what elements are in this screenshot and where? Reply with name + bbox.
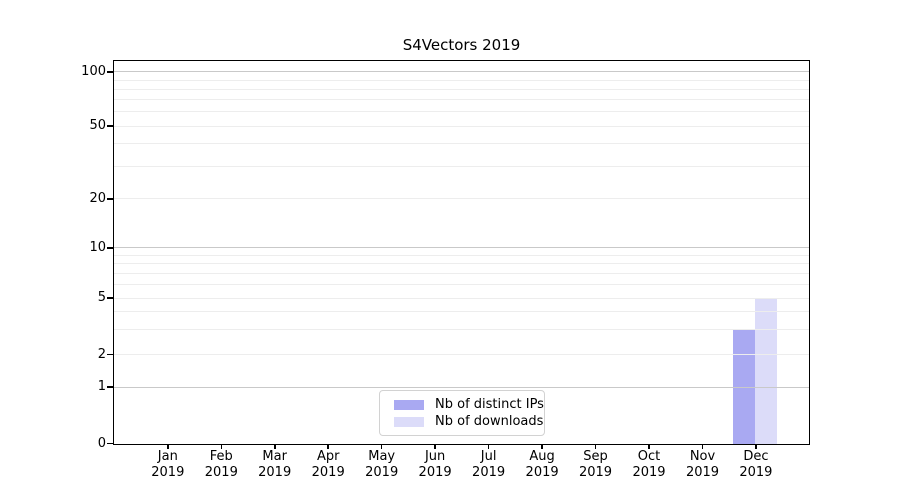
x-tick-label-may: May 2019 xyxy=(350,449,414,481)
x-tick-month: Sep xyxy=(583,449,608,464)
x-tick-mark-feb xyxy=(220,443,222,449)
y-tick-mark-50 xyxy=(107,125,113,127)
x-tick-mark-oct xyxy=(648,443,650,449)
x-tick-year: 2019 xyxy=(311,465,345,480)
minor-gridline-30 xyxy=(114,166,809,167)
x-tick-label-sep: Sep 2019 xyxy=(564,449,628,481)
x-tick-label-oct: Oct 2019 xyxy=(617,449,681,481)
x-tick-year: 2019 xyxy=(418,465,452,480)
x-tick-year: 2019 xyxy=(472,465,506,480)
major-gridline-10 xyxy=(114,247,809,249)
y-tick-mark-5 xyxy=(107,297,113,299)
y-tick-label-5: 5 xyxy=(97,290,106,305)
x-tick-year: 2019 xyxy=(151,465,185,480)
legend: Nb of distinct IPs Nb of downloads xyxy=(379,390,545,436)
x-tick-month: May xyxy=(368,449,396,464)
x-tick-month: Mar xyxy=(262,449,287,464)
y-tick-mark-10 xyxy=(107,247,113,249)
x-tick-month: Nov xyxy=(689,449,716,464)
y-tick-label-100: 100 xyxy=(81,63,106,79)
minor-gridline-7 xyxy=(114,273,809,275)
minor-gridline-8 xyxy=(114,263,809,265)
y-tick-label-20: 20 xyxy=(89,190,106,206)
x-tick-mark-may xyxy=(380,443,383,449)
minor-gridline-5 xyxy=(114,297,809,299)
chart-title: S4Vectors 2019 xyxy=(402,36,521,54)
x-tick-month: Dec xyxy=(743,449,769,464)
minor-gridline-6 xyxy=(114,284,809,286)
minor-gridline-70 xyxy=(114,99,809,101)
plot-area xyxy=(113,60,810,445)
minor-gridline-60 xyxy=(114,111,809,113)
legend-swatch-icon xyxy=(394,416,424,427)
minor-gridline-9 xyxy=(114,254,809,256)
y-tick-label-0: 0 xyxy=(97,435,106,451)
y-tick-mark-100 xyxy=(107,71,113,73)
x-tick-label-apr: Apr 2019 xyxy=(296,449,360,481)
y-tick-label-1: 1 xyxy=(97,379,106,394)
x-tick-year: 2019 xyxy=(685,465,720,480)
x-tick-year: 2019 xyxy=(365,465,399,480)
x-tick-mark-mar xyxy=(274,443,276,449)
x-tick-mark-dec xyxy=(755,443,757,449)
minor-gridline-20 xyxy=(114,198,809,200)
x-tick-year: 2019 xyxy=(632,465,666,480)
x-tick-label-jan: Jan 2019 xyxy=(136,449,200,481)
bar-downloads xyxy=(755,298,778,444)
x-tick-mark-nov xyxy=(701,443,704,449)
x-tick-label-jun: Jun 2019 xyxy=(403,449,467,481)
y-tick-mark-0 xyxy=(107,442,113,445)
x-tick-month: Apr xyxy=(316,449,340,464)
major-gridline-100 xyxy=(114,71,809,73)
x-tick-mark-jun xyxy=(434,443,436,449)
x-tick-month: Jul xyxy=(480,449,497,464)
x-tick-mark-apr xyxy=(327,443,329,449)
x-tick-year: 2019 xyxy=(204,465,238,480)
x-tick-month: Oct xyxy=(637,449,661,464)
x-tick-year: 2019 xyxy=(739,465,773,480)
x-tick-month: Jan xyxy=(157,449,178,464)
x-tick-label-dec: Dec 2019 xyxy=(724,449,788,481)
major-gridline-1 xyxy=(114,386,809,388)
x-tick-label-nov: Nov 2019 xyxy=(671,449,735,481)
minor-gridline-90 xyxy=(114,79,809,81)
x-tick-mark-jan xyxy=(167,443,169,449)
legend-label: Nb of distinct IPs xyxy=(435,397,544,412)
y-tick-label-50: 50 xyxy=(89,118,106,133)
minor-gridline-50 xyxy=(114,125,809,127)
minor-gridline-3 xyxy=(114,329,809,331)
x-tick-mark-jul xyxy=(487,443,490,449)
y-tick-mark-20 xyxy=(107,198,113,200)
x-tick-month: Aug xyxy=(529,449,555,464)
legend-item: Nb of distinct IPs xyxy=(394,396,544,413)
x-tick-year: 2019 xyxy=(525,465,559,480)
minor-gridline-40 xyxy=(114,143,809,145)
x-tick-month: Jun xyxy=(424,449,446,464)
minor-gridline-4 xyxy=(114,311,809,313)
x-tick-label-jul: Jul 2019 xyxy=(457,449,521,481)
x-tick-label-mar: Mar 2019 xyxy=(243,449,307,481)
legend-swatch-icon xyxy=(394,399,424,410)
minor-gridline-2 xyxy=(114,354,809,356)
legend-label: Nb of downloads xyxy=(435,414,544,429)
y-tick-label-2: 2 xyxy=(97,346,106,362)
x-tick-year: 2019 xyxy=(258,465,292,480)
x-tick-mark-aug xyxy=(541,443,543,449)
minor-gridline-80 xyxy=(114,88,809,90)
y-tick-mark-2 xyxy=(107,353,113,356)
y-tick-mark-1 xyxy=(107,386,113,388)
x-tick-label-aug: Aug 2019 xyxy=(510,449,574,481)
x-tick-mark-sep xyxy=(594,443,597,449)
y-tick-label-10: 10 xyxy=(89,239,106,255)
x-tick-month: Feb xyxy=(209,449,233,464)
x-tick-label-feb: Feb 2019 xyxy=(189,449,253,481)
x-tick-year: 2019 xyxy=(578,465,613,480)
legend-item: Nb of downloads xyxy=(394,413,544,430)
